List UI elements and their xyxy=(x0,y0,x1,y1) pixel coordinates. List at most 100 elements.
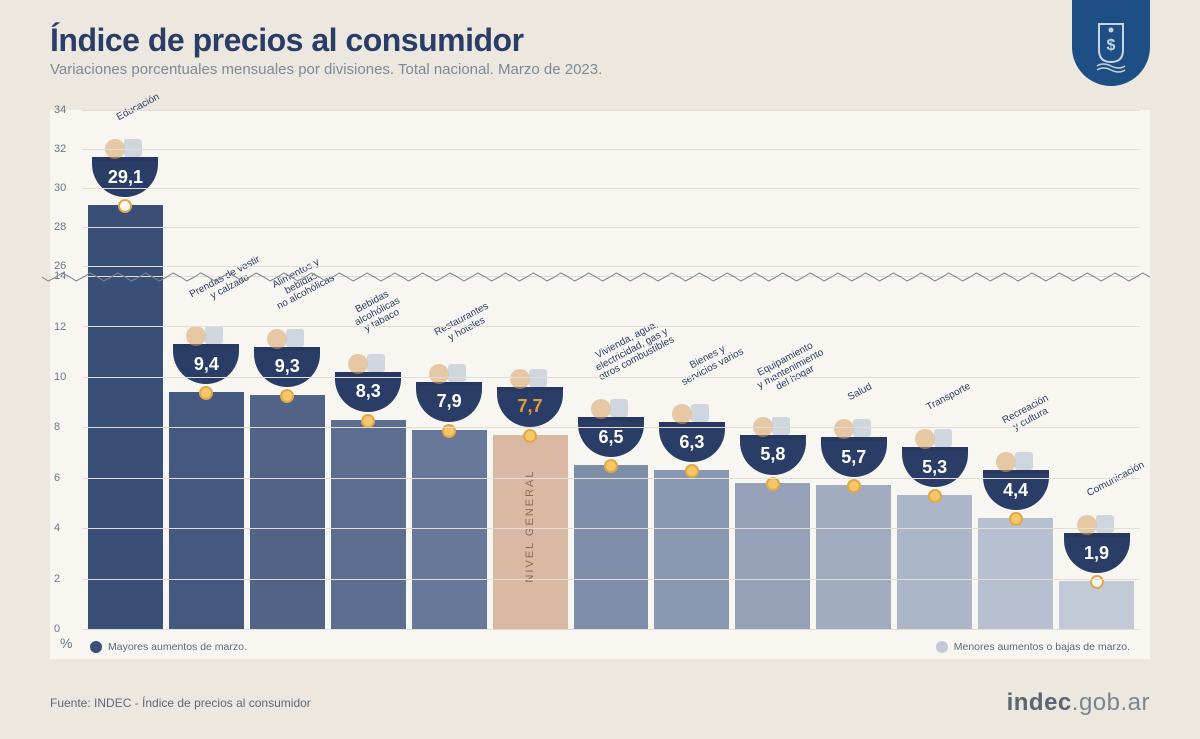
title-block: Índice de precios al consumidor Variacio… xyxy=(50,22,1072,78)
category-icon xyxy=(181,318,231,350)
bar-marker-dot xyxy=(442,424,456,438)
category-icon xyxy=(262,321,312,353)
y-tick-label: 6 xyxy=(54,472,60,484)
y-tick-label: 12 xyxy=(54,321,66,333)
category-label: Restaurantes y hoteles xyxy=(433,301,495,347)
legend: Mayores aumentos de marzo. Menores aumen… xyxy=(90,641,1130,653)
value-pocket: Vivienda, agua, electricidad, gas y otro… xyxy=(578,417,644,457)
gridline xyxy=(82,188,1140,189)
header: Índice de precios al consumidor Variacio… xyxy=(0,0,1200,96)
indec-logo-bold: indec xyxy=(1007,689,1072,716)
bar-marker-dot xyxy=(604,459,618,473)
value-pocket: Transporte5,3 xyxy=(902,447,968,487)
bar-marker-dot xyxy=(118,199,132,213)
plot: Educación29,1 Prendas de vestir y calzado… xyxy=(82,110,1140,629)
gridline xyxy=(82,579,1140,580)
gridline xyxy=(82,528,1140,529)
svg-text:$: $ xyxy=(1107,37,1116,54)
footer: Fuente: INDEC - Índice de precios al con… xyxy=(50,689,1150,717)
value-pocket: Alimentos y bebidas no alcohólicas9,3 xyxy=(254,347,320,387)
value-pocket: Educación29,1 xyxy=(92,157,158,197)
bar xyxy=(978,518,1053,629)
y-tick-label: 28 xyxy=(54,221,66,233)
price-tag-icon: $ xyxy=(1072,0,1150,86)
y-tick-label: 4 xyxy=(54,522,60,534)
category-icon xyxy=(586,391,636,423)
indec-logo-light: .gob.ar xyxy=(1072,689,1150,716)
bar xyxy=(574,465,649,629)
y-tick-label: 0 xyxy=(54,623,60,635)
source-text: Fuente: INDEC - Índice de precios al con… xyxy=(50,696,311,710)
page-subtitle: Variaciones porcentuales mensuales por d… xyxy=(50,61,1072,78)
value-pocket: Salud5,7 xyxy=(821,437,887,477)
bar xyxy=(331,420,406,629)
category-icon xyxy=(424,356,474,388)
category-label: Comunicación xyxy=(1085,460,1146,499)
gridline xyxy=(82,326,1140,327)
category-label: Recreación y cultura xyxy=(1001,394,1056,436)
y-tick-label: 34 xyxy=(54,104,66,116)
y-tick-label: 30 xyxy=(54,182,66,194)
legend-low-swatch xyxy=(936,641,948,653)
bar-marker-dot xyxy=(1090,575,1104,589)
category-icon xyxy=(910,421,960,453)
nivel-general-label: NIVEL GENERAL xyxy=(524,469,536,582)
bar xyxy=(88,205,163,629)
gridline xyxy=(82,427,1140,428)
legend-high-text: Mayores aumentos de marzo. xyxy=(108,641,247,653)
value-pocket: Restaurantes y hoteles7,9 xyxy=(416,382,482,422)
bar-marker-dot xyxy=(766,477,780,491)
gridline xyxy=(82,377,1140,378)
category-icon xyxy=(667,396,717,428)
bar xyxy=(897,495,972,629)
value-pocket: Equipamiento y mantenimiento del hogar5,… xyxy=(740,435,806,475)
category-label: Alimentos y bebidas no alcohólicas xyxy=(266,255,337,313)
category-label: Salud xyxy=(846,382,874,403)
bar-marker-dot xyxy=(847,479,861,493)
bar-marker-dot xyxy=(685,464,699,478)
bar xyxy=(654,470,729,629)
bar-marker-dot xyxy=(280,389,294,403)
category-label: Bebidas alcohólicas y tabaco xyxy=(348,287,406,338)
bar-marker-dot xyxy=(1009,512,1023,526)
gridline xyxy=(82,629,1140,630)
legend-high: Mayores aumentos de marzo. xyxy=(90,641,247,653)
bar xyxy=(412,430,487,629)
percent-symbol: % xyxy=(60,635,72,651)
value-pocket: Comunicación1,9 xyxy=(1064,533,1130,573)
bar xyxy=(250,395,325,629)
gridline xyxy=(82,478,1140,479)
category-icon xyxy=(991,444,1041,476)
bar xyxy=(1059,581,1134,629)
category-icon xyxy=(748,409,798,441)
indec-logo: indec.gob.ar xyxy=(1007,689,1150,717)
category-icon xyxy=(1072,507,1122,539)
bar-marker-dot xyxy=(928,489,942,503)
chart-area: Educación29,1 Prendas de vestir y calzado… xyxy=(50,110,1150,659)
bar xyxy=(735,483,810,629)
page-title: Índice de precios al consumidor xyxy=(50,22,1072,59)
legend-low: Menores aumentos o bajas de marzo. xyxy=(936,641,1130,653)
category-label: Transporte xyxy=(925,382,972,414)
y-tick-label: 2 xyxy=(54,573,60,585)
value-pocket: 7,7 xyxy=(497,387,563,427)
category-icon xyxy=(343,346,393,378)
gridline xyxy=(82,149,1140,150)
bar-marker-dot xyxy=(199,386,213,400)
legend-low-text: Menores aumentos o bajas de marzo. xyxy=(954,641,1130,653)
y-tick-label: 8 xyxy=(54,421,60,433)
y-tick-label: 10 xyxy=(54,371,66,383)
bar xyxy=(816,485,891,629)
bar: NIVEL GENERAL xyxy=(493,435,568,629)
gridline xyxy=(82,227,1140,228)
axis-break xyxy=(42,270,1150,282)
y-tick-label: 32 xyxy=(54,143,66,155)
gridline xyxy=(82,110,1140,111)
category-label: Educación xyxy=(116,92,162,123)
bar-marker-dot xyxy=(361,414,375,428)
gridline xyxy=(82,266,1140,267)
legend-high-swatch xyxy=(90,641,102,653)
value-pocket: Recreación y cultura4,4 xyxy=(983,470,1049,510)
category-icon xyxy=(100,131,150,163)
value-pocket: Prendas de vestir y calzado9,4 xyxy=(173,344,239,384)
